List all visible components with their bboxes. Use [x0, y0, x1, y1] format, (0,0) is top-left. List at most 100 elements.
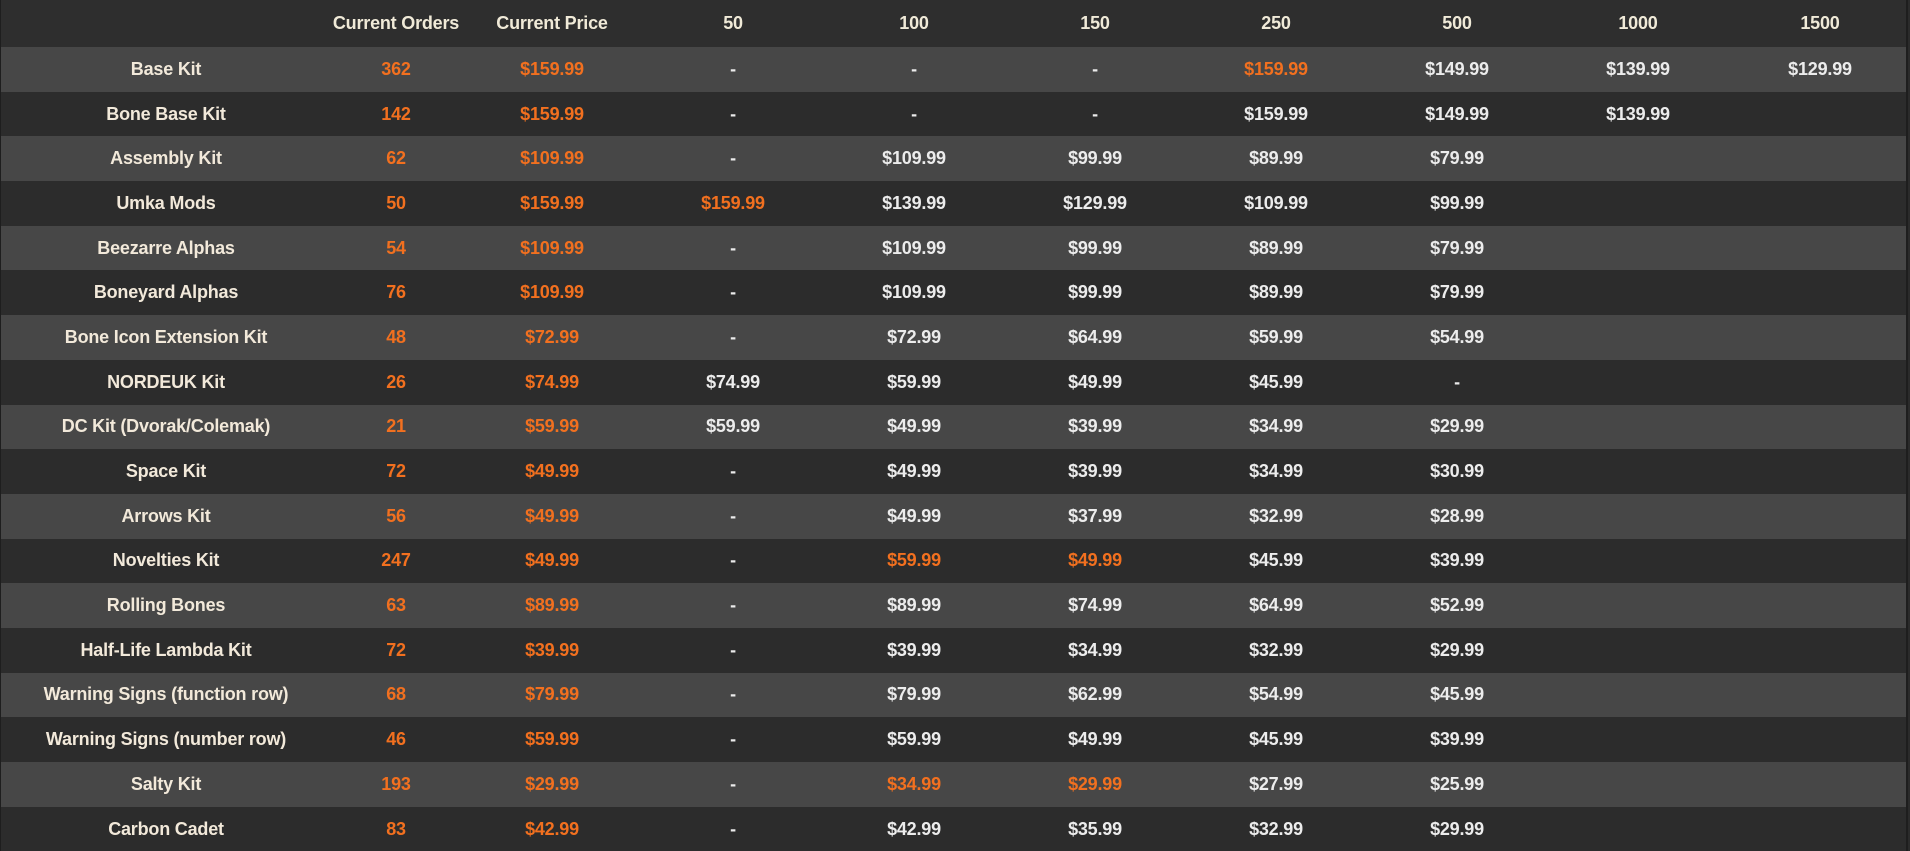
tier-price: $64.99 [1249, 595, 1303, 616]
current-price: $39.99 [525, 639, 579, 660]
tier-price: - [730, 684, 736, 705]
tier-price: $99.99 [1068, 148, 1122, 169]
tier-price: $89.99 [1249, 237, 1303, 258]
tier-price: - [730, 505, 736, 526]
current-price: $109.99 [520, 237, 584, 258]
kit-name: Salty Kit [130, 773, 202, 794]
table-row: Novelties Kit 247 $49.99 - $59.99 $49.99 $45.9… [1, 538, 1906, 584]
current-orders: 46 [386, 729, 406, 750]
current-price: $109.99 [520, 148, 584, 169]
tier-price: $74.99 [1068, 595, 1122, 616]
kit-name: Space Kit [125, 461, 207, 482]
current-orders: 247 [381, 550, 411, 571]
tier-price: $32.99 [1249, 818, 1303, 839]
header-cell-tier-100: 100 [899, 13, 929, 33]
tier-price: - [911, 58, 917, 79]
tier-price: $34.99 [1249, 461, 1303, 482]
kit-name: DC Kit (Dvorak/Colemak) [61, 416, 271, 437]
kit-name: Warning Signs (function row) [43, 684, 289, 705]
table-row: Carbon Cadet 83 $42.99 - $42.99 $35.99 $32.99 $… [1, 806, 1906, 851]
tier-price: $59.99 [887, 550, 941, 571]
tier-price: $39.99 [1430, 550, 1484, 571]
tier-price: $39.99 [1068, 416, 1122, 437]
current-price: $159.99 [520, 103, 584, 124]
tier-price: $49.99 [887, 416, 941, 437]
tier-price: $34.99 [887, 773, 941, 794]
tier-price: $129.99 [1788, 58, 1852, 79]
tier-price: - [1454, 371, 1460, 392]
tier-price: $79.99 [1430, 282, 1484, 303]
tier-price: $49.99 [887, 505, 941, 526]
current-orders: 83 [386, 818, 406, 839]
current-price: $29.99 [525, 773, 579, 794]
tier-price: - [730, 729, 736, 750]
current-price: $49.99 [525, 550, 579, 571]
tier-price: - [730, 148, 736, 169]
current-price: $109.99 [520, 282, 584, 303]
current-orders: 54 [386, 237, 406, 258]
current-price: $79.99 [525, 684, 579, 705]
tier-price: $30.99 [1430, 461, 1484, 482]
current-price: $159.99 [520, 192, 584, 213]
current-orders: 62 [386, 148, 406, 169]
current-orders: 48 [386, 326, 406, 347]
tier-price: - [911, 103, 917, 124]
tier-price: $35.99 [1068, 818, 1122, 839]
current-orders: 72 [386, 639, 406, 660]
current-price: $159.99 [520, 58, 584, 79]
current-orders: 362 [381, 58, 411, 79]
kit-name: Base Kit [130, 58, 202, 79]
current-price: $59.99 [525, 729, 579, 750]
tier-price: $34.99 [1068, 639, 1122, 660]
tier-price: $89.99 [887, 595, 941, 616]
tier-price: $29.99 [1068, 773, 1122, 794]
tier-price: $79.99 [1430, 237, 1484, 258]
tier-price: $159.99 [1244, 103, 1308, 124]
header-cell-tier-1000: 1000 [1618, 13, 1658, 33]
current-orders: 26 [386, 371, 406, 392]
tier-price: $45.99 [1430, 684, 1484, 705]
tier-price: $62.99 [1068, 684, 1122, 705]
tier-price: - [1092, 103, 1098, 124]
tier-price: $49.99 [1068, 371, 1122, 392]
kit-name: Bone Base Kit [106, 103, 226, 124]
kit-name: Beezarre Alphas [97, 237, 235, 258]
kit-name: Bone Icon Extension Kit [64, 326, 268, 347]
kit-name: Half-Life Lambda Kit [80, 639, 252, 660]
table-row: Boneyard Alphas 76 $109.99 - $109.99 $99.99 $8… [1, 270, 1906, 316]
table-row: DC Kit (Dvorak/Colemak) 21 $59.99 $59.99 $49… [1, 404, 1906, 450]
tier-price: $28.99 [1430, 505, 1484, 526]
tier-price: $45.99 [1249, 550, 1303, 571]
current-orders: 50 [386, 192, 406, 213]
header-cell-current-price: Current Price [496, 13, 608, 33]
kit-name: Assembly Kit [110, 148, 222, 169]
tier-price: $149.99 [1425, 103, 1489, 124]
table-row: Half-Life Lambda Kit 72 $39.99 - $39.99 $34.9… [1, 627, 1906, 673]
tier-price: $159.99 [701, 192, 765, 213]
current-orders: 76 [386, 282, 406, 303]
tier-price: $159.99 [1244, 58, 1308, 79]
table-row: Bone Base Kit 142 $159.99 - - - $159.99 $149.99… [1, 91, 1906, 137]
tier-price: $129.99 [1063, 192, 1127, 213]
tier-price: $32.99 [1249, 639, 1303, 660]
table-row: Umka Mods 50 $159.99 $159.99 $139.99 $129.99 $… [1, 181, 1906, 226]
current-orders: 56 [386, 505, 406, 526]
tier-price: $89.99 [1249, 148, 1303, 169]
tier-price: $54.99 [1249, 684, 1303, 705]
tier-price: $25.99 [1430, 773, 1484, 794]
tier-price: $109.99 [1244, 192, 1308, 213]
table-row: Warning Signs (number row) 46 $59.99 - $59.9… [1, 717, 1906, 762]
tier-price: $59.99 [706, 416, 760, 437]
tier-price: $34.99 [1249, 416, 1303, 437]
current-orders: 68 [386, 684, 406, 705]
tier-price: - [730, 103, 736, 124]
tier-price: $54.99 [1430, 326, 1484, 347]
current-price: $59.99 [525, 416, 579, 437]
table-row: Salty Kit 193 $29.99 - $34.99 $29.99 $27.99 $25… [1, 762, 1906, 807]
header-cell-tier-150: 150 [1080, 13, 1110, 33]
current-price: $42.99 [525, 818, 579, 839]
current-price: $49.99 [525, 461, 579, 482]
table-row: NORDEUK Kit 26 $74.99 $74.99 $59.99 $49.99 $45… [1, 359, 1906, 405]
tier-price: $32.99 [1249, 505, 1303, 526]
tier-price: $49.99 [887, 461, 941, 482]
